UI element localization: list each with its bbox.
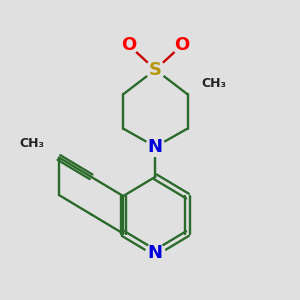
Text: O: O — [121, 36, 136, 54]
Circle shape — [146, 243, 165, 262]
Circle shape — [172, 35, 192, 55]
Text: CH₃: CH₃ — [202, 77, 227, 90]
Text: N: N — [148, 244, 163, 262]
Text: S: S — [149, 61, 162, 79]
Circle shape — [18, 130, 46, 158]
Text: O: O — [175, 36, 190, 54]
Circle shape — [119, 35, 138, 55]
Circle shape — [146, 137, 165, 156]
Text: CH₃: CH₃ — [20, 137, 45, 150]
Text: N: N — [148, 138, 163, 156]
Circle shape — [200, 70, 228, 98]
Circle shape — [146, 60, 165, 79]
